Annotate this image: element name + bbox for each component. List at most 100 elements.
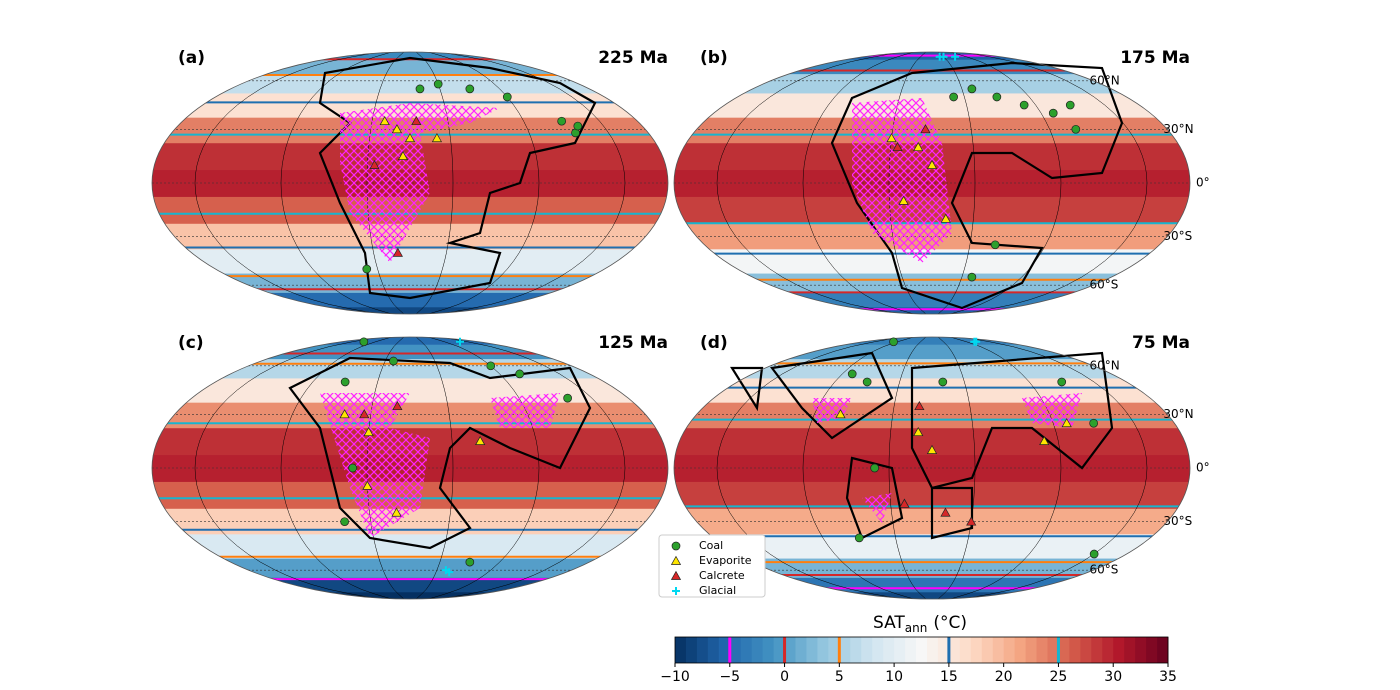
- proxy-marker: [966, 516, 977, 526]
- proxy-marker: [339, 409, 350, 419]
- colorbar-cell: [1069, 637, 1081, 663]
- proxy-marker: [348, 463, 358, 473]
- proxy-marker: [340, 517, 349, 527]
- colorbar-cell: [1135, 637, 1147, 663]
- colorbar-tick-label: 0: [780, 669, 789, 685]
- colorbar-cell: [1014, 637, 1026, 663]
- proxy-marker: [1089, 418, 1098, 428]
- panel-label: (b): [700, 48, 728, 68]
- lat-label: 30°N: [1163, 122, 1193, 136]
- colorbar-cell: [729, 637, 742, 663]
- panel-age: 225 Ma: [598, 48, 668, 68]
- proxy-marker: [920, 124, 931, 134]
- sat-band: [152, 292, 668, 308]
- lat-label: 60°S: [1089, 278, 1118, 292]
- panel-label: (d): [700, 333, 728, 353]
- proxy-marker: [847, 369, 857, 379]
- proxy-marker: [392, 400, 403, 411]
- sat-band: [152, 402, 668, 429]
- meridian: [950, 52, 1062, 314]
- colorbar-cell: [1102, 637, 1114, 663]
- proxy-marker: [990, 240, 1000, 250]
- meridian: [194, 52, 380, 314]
- colorbar-cell: [707, 637, 720, 663]
- colorbar-cell: [839, 637, 851, 663]
- proxy-marker: [992, 92, 1002, 102]
- colorbar-cell: [850, 637, 862, 663]
- proxy-marker: [670, 570, 682, 580]
- colorbar-label: SATann (°C): [873, 613, 967, 635]
- colorbar-tick-label: 20: [995, 669, 1013, 685]
- legend: Coal Evaporite Calcrete Glacial: [658, 534, 766, 598]
- map-outline: [673, 51, 1191, 315]
- colorbar-cell: [773, 637, 785, 663]
- colorbar-cell: [1080, 637, 1092, 663]
- lat-label: 60°S: [1089, 563, 1118, 577]
- colorbar-cell: [894, 637, 906, 663]
- sat-band: [674, 402, 1190, 429]
- proxy-marker: [431, 133, 443, 143]
- proxy-marker: [391, 507, 402, 517]
- proxy-marker: [362, 264, 372, 274]
- legend-label: Coal: [699, 539, 723, 552]
- panel-age: 75 Ma: [1132, 333, 1190, 353]
- sat-band: [152, 377, 668, 403]
- panel: (a) 225 Ma: [151, 48, 669, 315]
- sat-band: [152, 344, 668, 360]
- colorbar-cell: [1058, 637, 1070, 663]
- continents: [830, 61, 1124, 310]
- proxy-marker: [359, 409, 370, 419]
- colorbar-cell: [740, 637, 753, 663]
- proxy-marker: [1071, 124, 1081, 134]
- label-unit: (°C): [933, 613, 967, 633]
- panel: 60°N30°N0°30°S60°S(b) 175 Ma: [673, 48, 1210, 315]
- colorbar-cell: [992, 637, 1005, 663]
- sat-band: [674, 73, 1190, 94]
- sat-band: [674, 92, 1190, 118]
- proxy-marker: [369, 159, 380, 169]
- sat-band: [674, 292, 1190, 308]
- proxy-marker: [465, 557, 475, 567]
- proxy-marker: [939, 52, 948, 61]
- colorbar-cell: [1025, 637, 1037, 663]
- meridian: [716, 52, 902, 314]
- colorbar-cell: [959, 637, 972, 663]
- colorbar-cell: [926, 637, 939, 663]
- colorbar: SATann (°C) −10 −5 0 5 10 15 20 25 30 35: [660, 613, 1177, 685]
- colorbar-cell: [1124, 637, 1136, 663]
- map-outline: [151, 51, 669, 315]
- panel-label: (a): [178, 48, 205, 68]
- proxy-marker: [913, 141, 924, 152]
- panel-age: 125 Ma: [598, 333, 668, 353]
- colorbar-cell: [1113, 637, 1125, 663]
- map-outline: [151, 336, 669, 600]
- panel-label: (c): [178, 333, 204, 353]
- proxy-marker: [1061, 418, 1072, 428]
- colorbar-cell: [784, 637, 796, 663]
- sat-band: [152, 52, 668, 60]
- proxy-marker: [940, 213, 951, 223]
- lat-label: 60°N: [1089, 358, 1119, 372]
- sat-band: [152, 533, 668, 559]
- lat-label: 0°: [1196, 176, 1210, 190]
- proxy-marker: [1057, 377, 1067, 387]
- continents: [288, 356, 592, 550]
- colorbar-cell: [948, 637, 961, 663]
- colorbar-tick-label: −5: [719, 669, 740, 685]
- panel-age: 175 Ma: [1120, 48, 1190, 68]
- sat-band: [674, 306, 1190, 314]
- proxy-marker: [940, 507, 951, 517]
- sat-band: [152, 73, 668, 94]
- proxy-marker: [889, 337, 898, 347]
- colorbar-cell: [1146, 637, 1158, 663]
- colorbar-cell: [751, 637, 764, 663]
- colorbar-tick-label: 15: [940, 669, 958, 685]
- proxy-marker: [363, 426, 374, 437]
- proxy-marker: [972, 337, 981, 346]
- colorbar-cell: [1091, 637, 1103, 663]
- continents: [318, 56, 597, 300]
- proxy-marker: [379, 115, 390, 126]
- proxy-marker: [967, 272, 977, 282]
- sat-band: [152, 248, 668, 274]
- legend-label: Calcrete: [699, 569, 745, 582]
